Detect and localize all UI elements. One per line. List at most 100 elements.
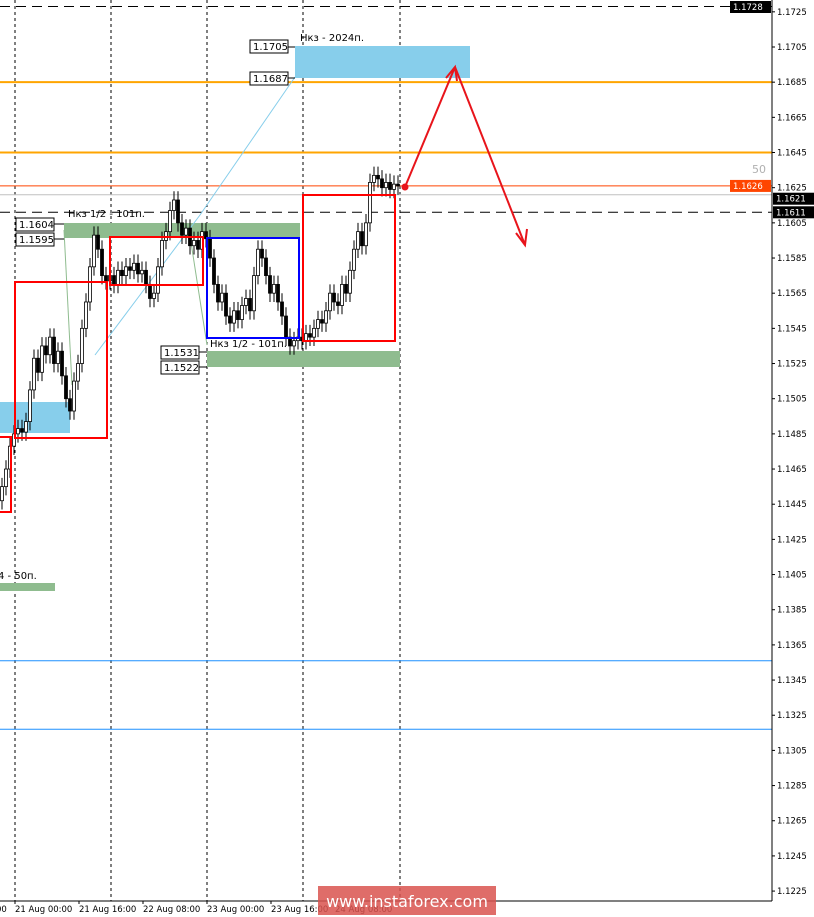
candle-13 bbox=[52, 328, 56, 373]
red-box-2 bbox=[14, 281, 108, 439]
price-box-1604: 1.1604 bbox=[15, 217, 64, 232]
candle-68 bbox=[272, 275, 276, 302]
watermark-text: www.instaforex.com bbox=[326, 892, 488, 911]
price-tick-label: 1.1445 bbox=[777, 500, 807, 510]
price-marker-top-text: 1.1728 bbox=[733, 3, 763, 13]
candle-73 bbox=[292, 331, 296, 355]
candle-62 bbox=[248, 289, 252, 320]
price-box-1531: 1.1531 bbox=[160, 345, 207, 360]
candle-33 bbox=[132, 254, 136, 280]
candle-43 bbox=[172, 191, 176, 220]
candle-81 bbox=[324, 301, 328, 332]
candle-60 bbox=[240, 296, 244, 329]
price-tick-label: 1.1585 bbox=[777, 254, 807, 264]
candle-82 bbox=[328, 284, 332, 320]
candle-66 bbox=[264, 249, 268, 285]
candle-1 bbox=[4, 460, 8, 496]
arrow-down-head bbox=[515, 228, 528, 248]
zone-blue-top bbox=[295, 46, 470, 78]
price-tick-label: 1.1305 bbox=[777, 746, 807, 756]
candle-86 bbox=[344, 275, 348, 302]
candle-34 bbox=[136, 254, 140, 283]
price-tick-label: 1.1625 bbox=[777, 184, 807, 194]
blue-box bbox=[206, 237, 300, 339]
price-box-1522: 1.1522 bbox=[160, 360, 207, 375]
candle-77 bbox=[308, 324, 312, 346]
candle-79 bbox=[316, 310, 320, 338]
zone-blue-left bbox=[0, 402, 70, 433]
candle-65 bbox=[260, 240, 264, 267]
candle-64 bbox=[256, 240, 260, 285]
candle-16 bbox=[64, 367, 68, 408]
time-tick-label-partial: 00 bbox=[0, 905, 7, 915]
time-tick-label: 23 Aug 16:00 bbox=[271, 905, 328, 915]
arrow-down bbox=[454, 66, 526, 246]
price-marker-ask-text: 1.1626 bbox=[733, 182, 763, 192]
candle-21 bbox=[84, 293, 88, 338]
price-axis: 1.17251.17051.16851.16651.16451.16251.16… bbox=[730, 0, 814, 917]
candle-69 bbox=[276, 275, 280, 311]
price-marker-level bbox=[773, 206, 814, 219]
trend-lines bbox=[63, 76, 296, 386]
price-marker-bid-text: 1.1621 bbox=[776, 195, 806, 205]
candle-19 bbox=[76, 354, 80, 390]
candle-8 bbox=[32, 349, 36, 399]
price-marker-bid bbox=[773, 192, 814, 205]
candle-88 bbox=[352, 240, 356, 280]
svg-text:1.1705: 1.1705 bbox=[253, 42, 288, 53]
price-tick-label: 1.1285 bbox=[777, 782, 807, 792]
candle-84 bbox=[336, 293, 340, 315]
price-tick-label: 1.1525 bbox=[777, 360, 807, 370]
price-tick-label: 1.1345 bbox=[777, 676, 807, 686]
green-connector-mid bbox=[189, 235, 208, 346]
candle-46 bbox=[184, 219, 188, 244]
price-marker-ask bbox=[730, 179, 771, 192]
price-marker-top bbox=[730, 1, 771, 13]
price-tick-label: 1.1405 bbox=[777, 571, 807, 581]
price-tick-label: 1.1465 bbox=[777, 465, 807, 475]
price-tick-label: 1.1485 bbox=[777, 430, 807, 440]
candle-11 bbox=[44, 337, 48, 364]
candle-56 bbox=[224, 284, 228, 325]
candle-83 bbox=[332, 284, 336, 311]
price-tick-label: 1.1385 bbox=[777, 606, 807, 616]
spread-text: 50 bbox=[752, 163, 766, 176]
time-tick-label: 21 Aug 16:00 bbox=[79, 905, 136, 915]
price-tick-label: 1.1725 bbox=[777, 8, 807, 18]
candle-12 bbox=[48, 328, 52, 364]
candle-23 bbox=[92, 226, 96, 276]
zone-label-lower: Нкз 1/2 - 101п. bbox=[210, 339, 287, 350]
candle-61 bbox=[244, 289, 248, 315]
candle-24 bbox=[96, 226, 100, 259]
price-tick-label: 1.1565 bbox=[777, 289, 807, 299]
zone-green-left bbox=[0, 583, 55, 591]
price-box-1705: 1.1705 bbox=[249, 39, 295, 54]
candle-17 bbox=[68, 389, 72, 420]
boxes bbox=[0, 194, 396, 513]
price-tick-label: 1.1265 bbox=[777, 817, 807, 827]
forecast-arrows bbox=[401, 64, 528, 248]
price-tick-label: 1.1545 bbox=[777, 324, 807, 334]
candles bbox=[0, 166, 400, 510]
candle-55 bbox=[220, 284, 224, 311]
candle-0 bbox=[0, 477, 4, 510]
zone-label-left: 4 - 50п. bbox=[0, 571, 37, 582]
candle-10 bbox=[40, 337, 44, 382]
candle-72 bbox=[288, 328, 292, 355]
svg-text:1.1595: 1.1595 bbox=[19, 235, 54, 246]
candle-25 bbox=[100, 240, 104, 285]
candle-18 bbox=[72, 372, 76, 420]
candle-48 bbox=[192, 231, 196, 255]
price-tick-label: 1.1425 bbox=[777, 535, 807, 545]
candle-42 bbox=[168, 201, 172, 241]
candle-22 bbox=[88, 258, 92, 311]
zone-green-lower bbox=[207, 351, 400, 367]
candle-93 bbox=[372, 166, 376, 192]
arrow-up bbox=[404, 66, 456, 188]
grid bbox=[14, 0, 401, 901]
candle-45 bbox=[180, 214, 184, 244]
svg-text:1.1531: 1.1531 bbox=[164, 348, 199, 359]
candle-20 bbox=[80, 319, 84, 373]
candle-15 bbox=[60, 342, 64, 385]
